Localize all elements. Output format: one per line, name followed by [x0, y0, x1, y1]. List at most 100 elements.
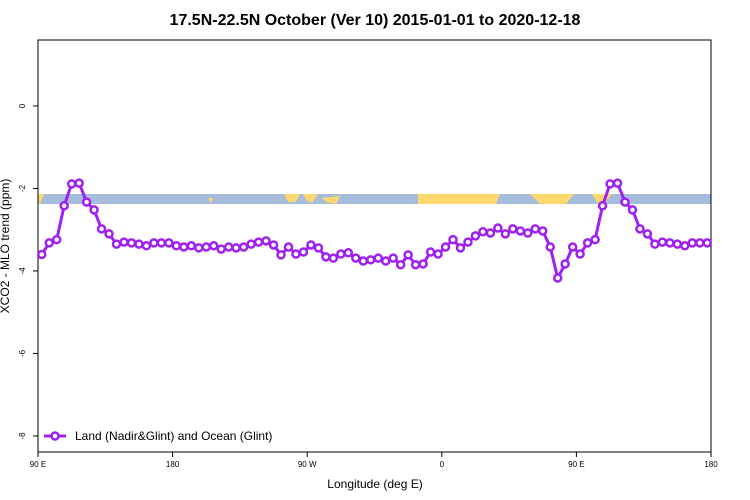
data-point [515, 226, 526, 236]
data-point [620, 197, 630, 207]
land-patch [284, 194, 300, 202]
data-point [238, 242, 249, 252]
data-point [149, 238, 159, 248]
data-point [627, 205, 638, 215]
data-point [590, 234, 600, 245]
data-point [388, 253, 398, 263]
data-point [276, 250, 286, 260]
plot-frame [37, 39, 712, 453]
data-point [156, 238, 167, 248]
data-point [530, 224, 541, 234]
data-point [650, 239, 660, 249]
data-point [560, 259, 570, 269]
x-axis-label: Longitude (deg E) [327, 477, 422, 491]
data-point [171, 241, 182, 251]
data-point [612, 178, 623, 188]
data-point [440, 242, 451, 252]
data-point [208, 241, 219, 251]
data-point [179, 242, 189, 252]
land-patch [418, 194, 500, 204]
data-point [493, 223, 503, 233]
data-point [403, 250, 413, 260]
data-point [313, 243, 324, 253]
data-point [425, 247, 436, 257]
data-point [96, 224, 107, 234]
data-point [463, 237, 473, 247]
data-point [418, 259, 428, 269]
data-point [575, 249, 585, 259]
land-patch [530, 194, 574, 204]
x-tick-label: 90 W [298, 460, 317, 469]
x-tick-label: 180 [166, 460, 180, 469]
data-point [395, 260, 406, 270]
data-point [657, 237, 668, 247]
data-point [223, 242, 234, 252]
y-tick-label: -2 [18, 184, 27, 192]
data-point [246, 239, 256, 249]
data-point [635, 224, 645, 234]
data-point [141, 241, 152, 251]
data-point [74, 178, 84, 188]
x-tick-label: 180 [704, 460, 718, 469]
data-point [328, 253, 339, 263]
data-point [433, 249, 443, 259]
y-axis-label: XCO2 - MLO trend (ppm) [0, 179, 12, 314]
data-point [216, 244, 226, 254]
data-point [455, 243, 466, 253]
data-point [351, 253, 361, 263]
y-tick-label: -6 [18, 349, 27, 357]
data-point [366, 255, 376, 265]
data-point [59, 201, 69, 211]
data-point [261, 236, 271, 246]
land-patch [208, 198, 213, 203]
data-point [523, 228, 533, 238]
land-patch [303, 194, 318, 203]
y-tick-label: -4 [18, 267, 27, 275]
data-point [478, 227, 488, 237]
data-point [582, 238, 593, 248]
data-point [665, 238, 675, 248]
chart-title: 17.5N-22.5N October (Ver 10) 2015-01-01 … [170, 12, 581, 29]
land-patch [38, 194, 44, 204]
data-point [253, 237, 264, 247]
data-point [51, 234, 62, 245]
data-point [358, 256, 369, 266]
data-point [201, 242, 211, 252]
data-point [119, 237, 129, 247]
data-point [605, 179, 615, 189]
y-tick-label: -8 [18, 432, 27, 440]
legend-label: Land (Nadir&Glint) and Ocean (Glint) [75, 429, 272, 443]
data-point [470, 231, 481, 241]
data-point [485, 228, 496, 238]
data-point [380, 256, 391, 266]
data-point [126, 238, 137, 248]
data-point [306, 240, 316, 250]
data-point [81, 197, 92, 207]
data-point [231, 243, 241, 253]
y-tick-label: 0 [18, 103, 27, 108]
data-point [702, 238, 713, 248]
data-point [336, 249, 346, 259]
legend: Land (Nadir&Glint) and Ocean (Glint) [44, 429, 272, 443]
data-point [672, 239, 683, 249]
data-point [44, 238, 54, 248]
data-point [268, 240, 279, 250]
data-point [695, 238, 705, 248]
data-point [164, 238, 174, 248]
data-point [642, 229, 653, 239]
data-point [410, 260, 421, 270]
legend-marker [50, 431, 60, 441]
data-point [343, 248, 354, 258]
data-point [283, 242, 294, 252]
data-point [298, 247, 309, 257]
data-point [552, 273, 563, 283]
data-point [291, 249, 301, 259]
data-point [680, 241, 690, 251]
x-tick-label: 90 E [30, 460, 46, 469]
data-point [321, 252, 331, 262]
data-point [538, 226, 548, 236]
ocean-band [38, 194, 711, 204]
data-point [134, 239, 144, 249]
x-tick-label: 90 E [568, 460, 584, 469]
